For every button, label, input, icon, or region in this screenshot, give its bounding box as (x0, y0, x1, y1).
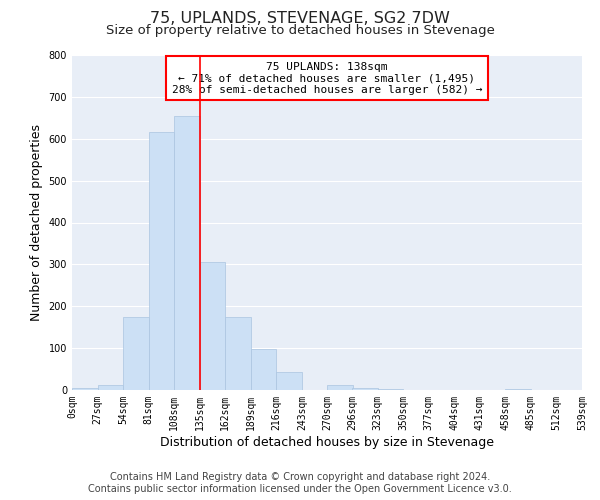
Bar (72, 388, 98, 390)
Bar (505, 389, 531, 390)
Bar (225, 316, 251, 390)
Bar (352, 388, 377, 390)
Bar (200, 262, 225, 390)
Bar (328, 385, 353, 390)
Bar (377, 388, 403, 390)
Bar (277, 372, 302, 390)
Bar (123, 316, 149, 390)
Text: Contains HM Land Registry data © Crown copyright and database right 2024.
Contai: Contains HM Land Registry data © Crown c… (88, 472, 512, 494)
Text: 75, UPLANDS, STEVENAGE, SG2 7DW: 75, UPLANDS, STEVENAGE, SG2 7DW (150, 11, 450, 26)
Bar (98, 385, 123, 390)
Bar (251, 349, 277, 390)
Bar (149, 132, 174, 390)
X-axis label: Distribution of detached houses by size in Stevenage: Distribution of detached houses by size … (160, 436, 494, 448)
Bar (174, 116, 200, 390)
Text: Size of property relative to detached houses in Stevenage: Size of property relative to detached ho… (106, 24, 494, 37)
Text: 75 UPLANDS: 138sqm
← 71% of detached houses are smaller (1,495)
28% of semi-deta: 75 UPLANDS: 138sqm ← 71% of detached hou… (172, 62, 482, 95)
Y-axis label: Number of detached properties: Number of detached properties (30, 124, 43, 321)
